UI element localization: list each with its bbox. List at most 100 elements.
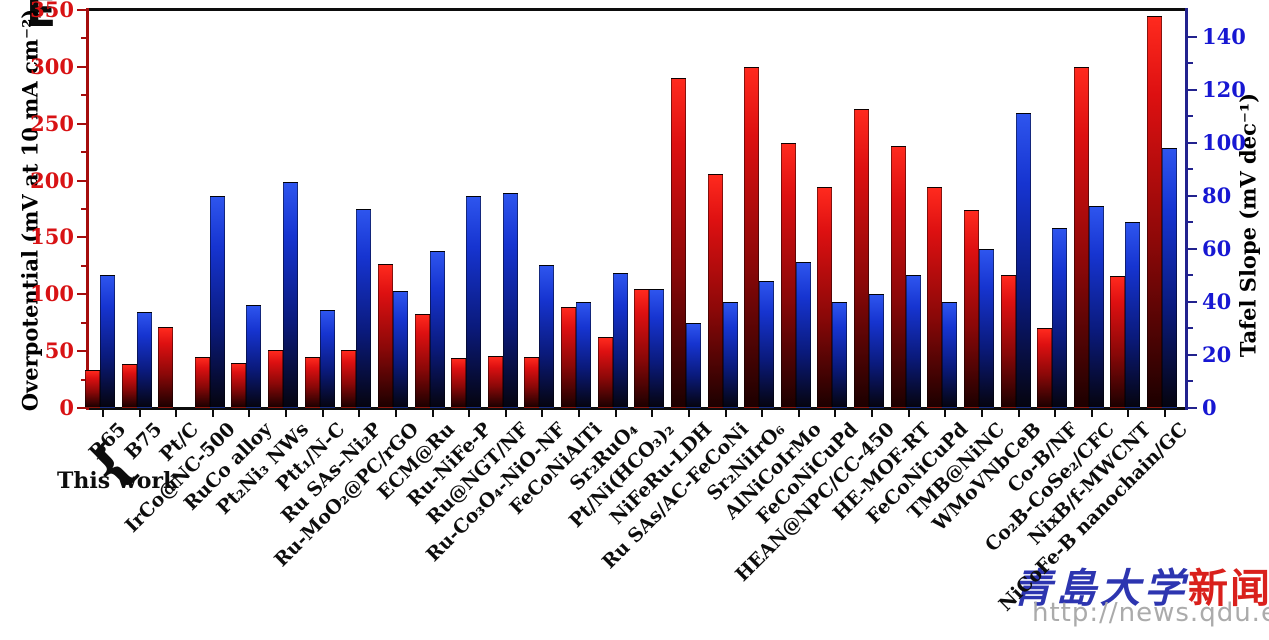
bar-overpotential: [670, 78, 686, 408]
right-minor-tick: [1188, 380, 1193, 383]
bar-overpotential: [194, 356, 210, 408]
right-major-tick: [1188, 407, 1197, 409]
bar-tafel-slope: [978, 248, 994, 408]
right-minor-tick: [1188, 62, 1193, 65]
panel-label: E: [26, 0, 57, 37]
bar-tafel-slope: [209, 195, 225, 408]
left-tick-label: 50: [44, 338, 74, 364]
bar-tafel-slope: [1015, 113, 1031, 408]
x-axis-tick: [541, 410, 544, 417]
right-minor-tick: [1188, 168, 1193, 171]
x-axis-tick: [834, 410, 837, 417]
bar-overpotential: [121, 363, 137, 408]
bar-tafel-slope: [1162, 147, 1177, 408]
bar-tafel-slope: [429, 251, 445, 408]
x-axis-tick: [1164, 410, 1166, 417]
right-tick-label: 20: [1202, 341, 1232, 367]
right-tick-label: 140: [1202, 23, 1246, 49]
right-minor-tick: [1188, 221, 1193, 224]
bar-tafel-slope: [759, 280, 775, 408]
right-major-tick: [1188, 353, 1197, 356]
right-major-tick: [1188, 141, 1197, 144]
left-major-tick: [77, 122, 86, 125]
x-axis-tick: [285, 410, 288, 417]
bar-overpotential: [1037, 328, 1053, 408]
right-major-tick: [1188, 88, 1197, 91]
left-minor-tick: [81, 151, 86, 154]
right-minor-tick: [1188, 115, 1193, 118]
bar-tafel-slope: [392, 291, 408, 408]
bar-tafel-slope: [942, 301, 958, 408]
right-major-tick: [1188, 194, 1197, 197]
left-tick-label: 200: [30, 167, 74, 193]
bar-overpotential: [817, 187, 833, 408]
right-tick-label: 80: [1202, 182, 1232, 208]
bar-overpotential: [304, 356, 320, 408]
bar-tafel-slope: [722, 301, 738, 408]
bar-overpotential: [231, 362, 247, 408]
x-axis-tick: [321, 410, 324, 417]
bar-overpotential: [1147, 15, 1162, 408]
x-axis-tick: [797, 410, 800, 417]
x-axis-tick: [1090, 410, 1093, 417]
x-axis-tick: [1054, 410, 1057, 417]
x-axis-tick: [211, 410, 214, 417]
left-minor-tick: [81, 321, 86, 324]
plot-top-border: [86, 8, 1188, 11]
bar-tafel-slope: [795, 262, 811, 408]
bar-overpotential: [1000, 274, 1016, 408]
x-axis-tick: [1127, 410, 1130, 417]
category-label: B75: [120, 418, 167, 464]
right-major-tick: [1188, 35, 1197, 38]
bar-overpotential: [487, 355, 503, 408]
bar-overpotential: [780, 143, 796, 408]
x-axis-tick: [394, 410, 397, 417]
left-major-tick: [77, 9, 86, 11]
bar-tafel-slope: [1088, 206, 1104, 408]
bar-tafel-slope: [832, 301, 848, 408]
x-axis-tick: [102, 410, 104, 417]
bar-overpotential: [707, 173, 723, 408]
left-minor-tick: [81, 378, 86, 381]
right-tick-label: 60: [1202, 235, 1232, 261]
bar-overpotential: [451, 357, 467, 408]
bar-tafel-slope: [576, 301, 592, 408]
bar-overpotential: [414, 313, 430, 408]
right-minor-tick: [1188, 274, 1193, 277]
this-work-label: This work: [57, 468, 179, 494]
x-axis-tick: [175, 410, 178, 417]
watermark-cn-red: 新闻网: [1188, 565, 1269, 612]
bar-overpotential: [1110, 276, 1126, 408]
x-axis-tick: [761, 410, 764, 417]
x-axis-tick: [907, 410, 910, 417]
x-axis-tick: [358, 410, 361, 417]
left-major-tick: [77, 236, 86, 239]
right-tick-label: 120: [1202, 76, 1246, 102]
bar-tafel-slope: [612, 272, 628, 408]
left-tick-label: 250: [30, 110, 74, 136]
bar-tafel-slope: [246, 304, 262, 408]
x-axis-tick: [724, 410, 727, 417]
left-tick-label: 150: [30, 224, 74, 250]
x-axis-tick: [980, 410, 983, 417]
x-axis-tick: [687, 410, 690, 417]
bar-tafel-slope: [356, 209, 372, 408]
bar-tafel-slope: [502, 193, 518, 408]
bar-overpotential: [1073, 66, 1089, 408]
x-axis-tick: [578, 410, 581, 417]
bar-overpotential: [158, 327, 174, 408]
x-axis-tick: [138, 410, 141, 417]
bar-overpotential: [524, 356, 540, 408]
x-axis-tick: [1017, 410, 1020, 417]
bar-overpotential: [854, 108, 870, 408]
left-minor-tick: [81, 37, 86, 40]
left-tick-label: 300: [30, 53, 74, 79]
bar-tafel-slope: [685, 323, 701, 408]
left-major-tick: [77, 179, 86, 182]
bar-tafel-slope: [869, 293, 885, 408]
bar-tafel-slope: [905, 275, 921, 408]
right-axis-line: [1185, 8, 1188, 410]
bar-overpotential: [963, 210, 979, 408]
left-axis-line: [86, 8, 89, 410]
